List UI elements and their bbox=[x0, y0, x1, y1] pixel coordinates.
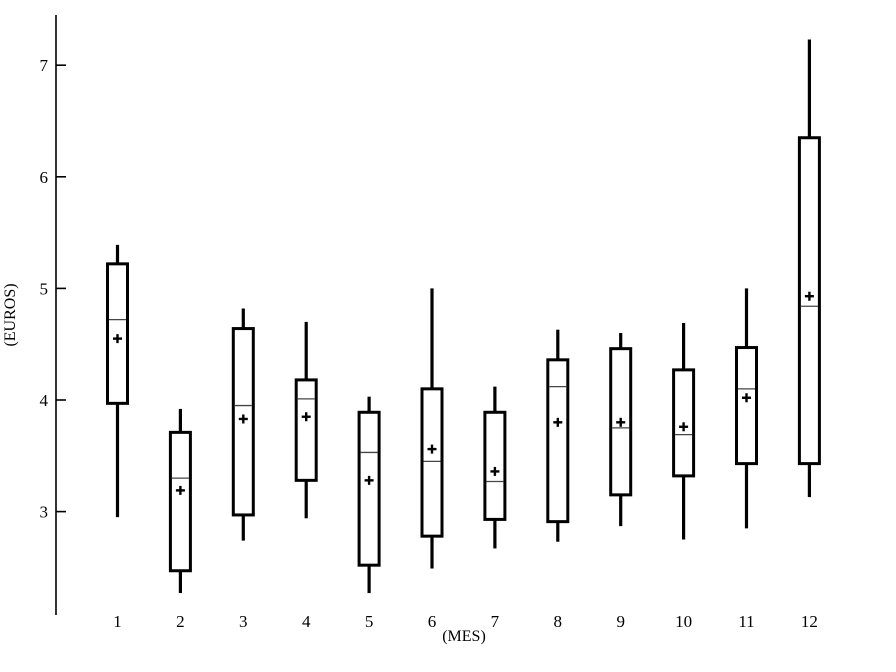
y-axis-label: (EUROS) bbox=[2, 283, 19, 346]
boxplot-month-4 bbox=[294, 321, 318, 519]
y-tick-label: 5 bbox=[40, 279, 49, 298]
boxplot-month-11 bbox=[735, 288, 758, 529]
x-tick-label: 6 bbox=[428, 612, 437, 631]
boxplot-month-8 bbox=[546, 329, 570, 542]
box-rect bbox=[357, 410, 381, 567]
x-axis-label: (MES) bbox=[442, 628, 486, 645]
boxplot-month-5 bbox=[357, 396, 381, 594]
boxplot-month-10 bbox=[672, 322, 696, 540]
boxplot-month-3 bbox=[231, 308, 255, 541]
x-tick-label: 7 bbox=[491, 612, 500, 631]
x-tick-label: 11 bbox=[738, 612, 754, 631]
boxplot-month-12 bbox=[797, 39, 821, 498]
boxplot-month-2 bbox=[168, 408, 192, 594]
y-tick-label: 4 bbox=[40, 391, 49, 410]
boxplot-month-7 bbox=[483, 386, 507, 549]
x-tick-label: 10 bbox=[675, 612, 692, 631]
x-tick-label: 8 bbox=[554, 612, 563, 631]
box-rect bbox=[546, 358, 570, 524]
y-tick-label: 6 bbox=[40, 168, 49, 187]
x-tick-label: 1 bbox=[113, 612, 122, 631]
y-tick-label: 3 bbox=[40, 503, 49, 522]
boxplot-month-9 bbox=[609, 333, 633, 527]
box-rect bbox=[420, 387, 444, 538]
boxplot-month-1 bbox=[106, 244, 129, 518]
box-rect bbox=[106, 262, 129, 405]
x-tick-label: 3 bbox=[239, 612, 248, 631]
boxplot-month-6 bbox=[420, 288, 444, 569]
x-tick-label: 9 bbox=[616, 612, 625, 631]
box-rect bbox=[735, 346, 758, 466]
box-rect bbox=[168, 430, 192, 573]
x-tick-label: 5 bbox=[365, 612, 374, 631]
box-rect bbox=[483, 410, 507, 521]
y-tick-label: 7 bbox=[40, 56, 49, 75]
box-rect bbox=[294, 378, 318, 482]
x-tick-label: 12 bbox=[801, 612, 818, 631]
x-tick-label: 2 bbox=[176, 612, 185, 631]
x-tick-label: 4 bbox=[302, 612, 311, 631]
